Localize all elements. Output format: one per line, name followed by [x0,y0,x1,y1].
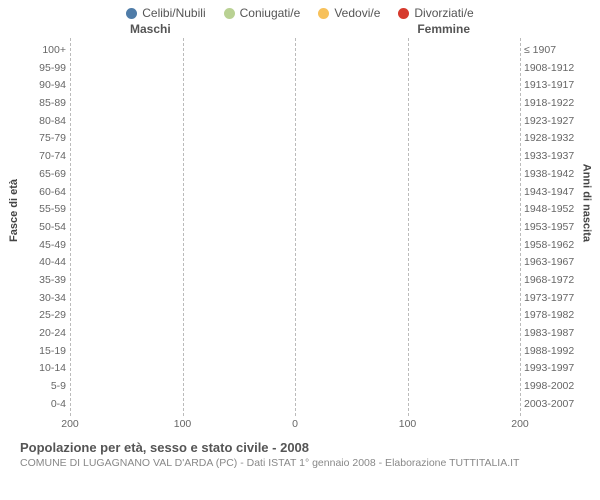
age-label: 20-24 [20,325,66,341]
birth-label: ≤ 1907 [524,42,580,58]
birth-label: 1953-1957 [524,219,580,235]
age-label: 90-94 [20,77,66,93]
legend-item: Vedovi/e [318,6,380,20]
bar-row [70,254,520,270]
birth-label: 1998-2002 [524,378,580,394]
age-label: 50-54 [20,219,66,235]
birth-label: 1913-1917 [524,77,580,93]
birth-label: 1928-1932 [524,130,580,146]
age-label: 55-59 [20,201,66,217]
birth-label: 2003-2007 [524,396,580,412]
age-label: 15-19 [20,343,66,359]
chart-title: Popolazione per età, sesso e stato civil… [20,440,580,455]
age-label: 30-34 [20,290,66,306]
legend-item: Celibi/Nubili [126,6,205,20]
bar-row [70,42,520,58]
birth-label: 1993-1997 [524,360,580,376]
age-label: 75-79 [20,130,66,146]
side-titles: Maschi Femmine [0,20,600,36]
bar-row [70,95,520,111]
age-label: 100+ [20,42,66,58]
age-label: 0-4 [20,396,66,412]
age-label: 65-69 [20,166,66,182]
bar-row [70,272,520,288]
female-title: Femmine [417,22,470,36]
birth-label: 1958-1962 [524,237,580,253]
birth-label: 1978-1982 [524,307,580,323]
legend-swatch [126,8,137,19]
age-label: 45-49 [20,237,66,253]
bar-row [70,290,520,306]
bar-row [70,307,520,323]
legend-swatch [318,8,329,19]
birth-label: 1943-1947 [524,184,580,200]
age-label: 60-64 [20,184,66,200]
age-label: 80-84 [20,113,66,129]
legend-item: Divorziati/e [398,6,473,20]
legend: Celibi/Nubili Coniugati/e Vedovi/e Divorzia… [0,0,600,20]
birth-label: 1933-1937 [524,148,580,164]
birth-label: 1963-1967 [524,254,580,270]
birth-label: 1973-1977 [524,290,580,306]
x-axis: 2001000100200 [70,418,520,434]
x-tick-label: 200 [511,418,529,430]
age-label: 70-74 [20,148,66,164]
bar-row [70,378,520,394]
age-label: 5-9 [20,378,66,394]
age-label: 35-39 [20,272,66,288]
y-axis-age-labels: 100+ 95-9990-94 85-89 80-8475-79 70-74 65-69 6… [20,42,66,412]
birth-label: 1923-1927 [524,113,580,129]
bar-row [70,201,520,217]
male-title: Maschi [130,22,171,36]
legend-swatch [398,8,409,19]
legend-label: Celibi/Nubili [142,6,205,20]
legend-item: Coniugati/e [224,6,301,20]
chart-subtitle: COMUNE DI LUGAGNANO VAL D'ARDA (PC) - Da… [20,457,580,469]
bar-row [70,166,520,182]
age-label: 40-44 [20,254,66,270]
birth-label: 1948-1952 [524,201,580,217]
y-axis-birth-labels: ≤ 1907 1908-19121913-1917 1918-1922 1923-19… [524,42,580,412]
legend-label: Coniugati/e [240,6,301,20]
age-label: 85-89 [20,95,66,111]
bar-row [70,77,520,93]
bar-row [70,130,520,146]
birth-label: 1988-1992 [524,343,580,359]
bar-row [70,219,520,235]
bar-row [70,184,520,200]
bar-row [70,148,520,164]
bar-row [70,343,520,359]
pyramid-chart: Fasce di età Anni di nascita 100+95-9990… [20,38,580,434]
bar-row [70,396,520,412]
age-label: 95-99 [20,60,66,76]
legend-swatch [224,8,235,19]
legend-label: Vedovi/e [334,6,380,20]
y-axis-right-title: Anni di nascita [580,164,592,242]
footer: Popolazione per età, sesso e stato civil… [20,440,580,469]
grid-line [520,38,521,416]
legend-label: Divorziati/e [414,6,473,20]
x-tick-label: 100 [174,418,192,430]
bar-row [70,113,520,129]
y-axis-left-title: Fasce di età [8,179,20,242]
x-tick-label: 200 [61,418,79,430]
bar-row [70,237,520,253]
plot-area [70,38,520,416]
birth-label: 1938-1942 [524,166,580,182]
age-label: 25-29 [20,307,66,323]
bar-row [70,60,520,76]
bars [70,42,520,412]
bar-row [70,360,520,376]
birth-label: 1968-1972 [524,272,580,288]
birth-label: 1983-1987 [524,325,580,341]
birth-label: 1908-1912 [524,60,580,76]
age-label: 10-14 [20,360,66,376]
bar-row [70,325,520,341]
x-tick-label: 100 [399,418,417,430]
x-tick-label: 0 [292,418,298,430]
birth-label: 1918-1922 [524,95,580,111]
